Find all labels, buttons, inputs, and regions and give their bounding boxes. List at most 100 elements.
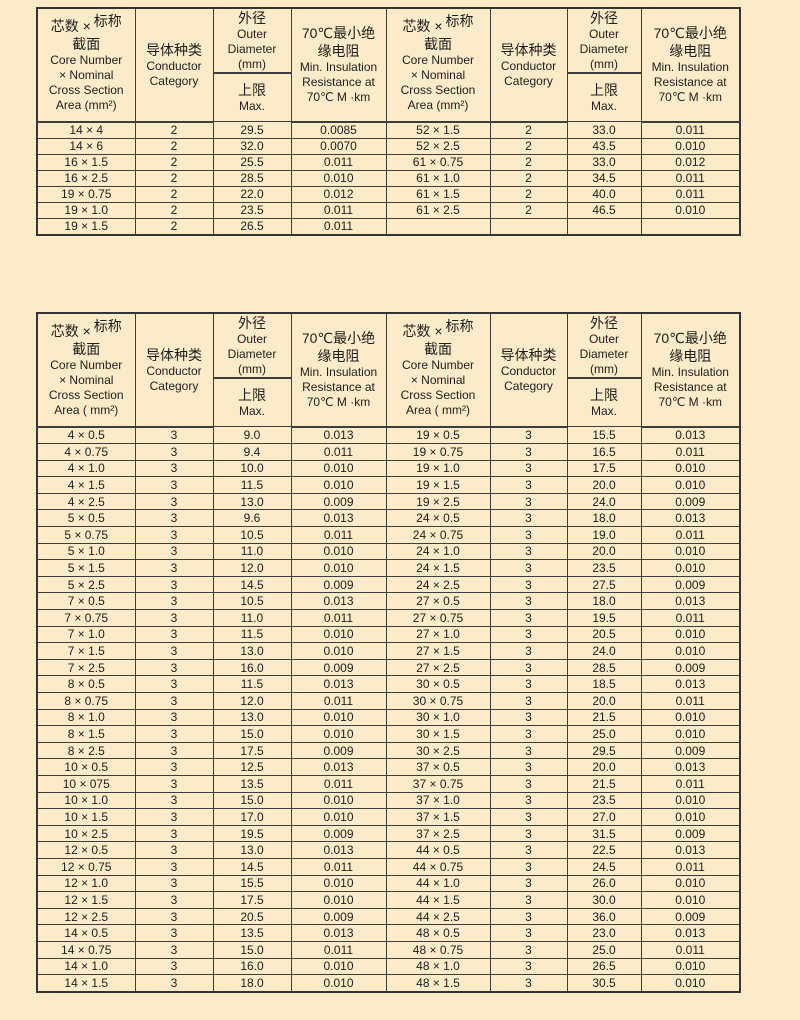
table-cell: 3 bbox=[489, 625, 568, 644]
table-cell: 28.5 bbox=[212, 169, 292, 187]
header-core-zh: 芯数 × 标称 bbox=[50, 317, 122, 339]
table-cell: 19 × 1.5 bbox=[36, 217, 136, 235]
table-cell: 0.011 bbox=[640, 609, 741, 627]
header-conductor-category-left: 导体种类 Conductor Category bbox=[134, 7, 214, 123]
table-cell: 0.011 bbox=[290, 692, 387, 710]
table-row: 8 × 0.75 3 12.0 0.011 30 × 0.75 3 20.0 0.011 bbox=[36, 692, 741, 710]
table-cell: 26.0 bbox=[566, 874, 642, 893]
table-cell: 3 bbox=[489, 741, 568, 760]
table-cell: 19.5 bbox=[566, 609, 642, 627]
table-cell: 21.5 bbox=[566, 774, 642, 793]
table-cell: 0.010 bbox=[290, 725, 387, 743]
table-cell: 30 × 1.0 bbox=[385, 708, 491, 727]
table-cell: 20.0 bbox=[566, 476, 642, 494]
spec-table-bottom: 芯数 × 标称 截面 Core Number × Nominal Cross Se… bbox=[36, 312, 741, 993]
table-cell: 27 × 2.5 bbox=[385, 658, 491, 677]
table-cell: 26.5 bbox=[212, 217, 292, 235]
table-cell: 25.0 bbox=[566, 725, 642, 743]
table-cell: 10.0 bbox=[212, 459, 292, 478]
table-cell: 3 bbox=[489, 658, 568, 677]
table-cell: 27 × 1.0 bbox=[385, 625, 491, 644]
table-cell: 18.0 bbox=[566, 592, 642, 611]
table-cell: 24.5 bbox=[566, 857, 642, 876]
table-cell: 0.010 bbox=[290, 891, 387, 909]
table-cell: 16 × 2.5 bbox=[36, 169, 136, 187]
table-cell: 37 × 1.5 bbox=[385, 808, 491, 826]
header-outer-diameter-left: 外径 Outer Diameter (mm) bbox=[212, 312, 292, 379]
table-cell: 30 × 1.5 bbox=[385, 725, 491, 743]
table-row: 7 × 2.5 3 16.0 0.009 27 × 2.5 3 28.5 0.009 bbox=[36, 658, 741, 677]
table-cell: 30 × 2.5 bbox=[385, 741, 491, 760]
table-cell: 33.0 bbox=[566, 121, 642, 139]
table-cell: 20.0 bbox=[566, 692, 642, 710]
table-cell: 31.5 bbox=[566, 824, 642, 843]
table-cell: 3 bbox=[489, 907, 568, 926]
table-cell: 33.0 bbox=[566, 153, 642, 171]
table-cell: 3 bbox=[134, 443, 214, 461]
table-cell: 3 bbox=[489, 924, 568, 942]
table-cell: 4 × 2.5 bbox=[36, 492, 136, 511]
table-cell: 23.5 bbox=[566, 791, 642, 810]
table-cell: 2 bbox=[134, 169, 214, 187]
table-cell: 3 bbox=[489, 559, 568, 577]
table-cell: 2 bbox=[134, 201, 214, 219]
table-row: 5 × 0.5 3 9.6 0.013 24 × 0.5 3 18.0 0.013 bbox=[36, 509, 741, 528]
header-conductor-category-right: 导体种类 Conductor Category bbox=[489, 312, 568, 428]
table-cell: 2 bbox=[489, 185, 568, 203]
table-cell: 32.0 bbox=[212, 137, 292, 155]
table-cell: 29.5 bbox=[566, 741, 642, 760]
header-conductor-category-left: 导体种类 Conductor Category bbox=[134, 312, 214, 428]
table-cell: 8 × 1.0 bbox=[36, 708, 136, 727]
table-row: 12 × 1.0 3 15.5 0.010 44 × 1.0 3 26.0 0.010 bbox=[36, 874, 741, 893]
table-row: 7 × 0.75 3 11.0 0.011 27 × 0.75 3 19.5 0.011 bbox=[36, 609, 741, 627]
table-cell: 0.009 bbox=[290, 741, 387, 760]
table-cell: 0.012 bbox=[290, 185, 387, 203]
table-cell: 0.010 bbox=[640, 625, 741, 644]
table-cell: 13.0 bbox=[212, 708, 292, 727]
table-row: 14 × 0.5 3 13.5 0.013 48 × 0.5 3 23.0 0.013 bbox=[36, 924, 741, 942]
table-cell: 3 bbox=[489, 592, 568, 611]
header-outer-diameter-right: 外径 Outer Diameter (mm) bbox=[566, 7, 642, 74]
table-cell: 20.0 bbox=[566, 758, 642, 776]
table-cell: 12 × 1.0 bbox=[36, 874, 136, 893]
table-cell: 10 × 2.5 bbox=[36, 824, 136, 843]
table-cell: 0.009 bbox=[640, 907, 741, 926]
table-cell: 46.5 bbox=[566, 201, 642, 219]
table-cell: 0.009 bbox=[290, 824, 387, 843]
table-cell: 0.013 bbox=[290, 425, 387, 445]
table-cell bbox=[640, 217, 741, 235]
table-cell: 0.010 bbox=[290, 874, 387, 893]
table-row: 8 × 0.5 3 11.5 0.013 30 × 0.5 3 18.5 0.013 bbox=[36, 675, 741, 693]
table-cell: 26.5 bbox=[566, 957, 642, 976]
table-cell: 3 bbox=[489, 526, 568, 544]
table-cell: 3 bbox=[134, 957, 214, 976]
table-cell: 14 × 0.75 bbox=[36, 940, 136, 959]
table-cell: 0.013 bbox=[290, 675, 387, 693]
table-cell: 25.0 bbox=[566, 940, 642, 959]
header-core-number-left: 芯数 × 标称 截面 Core Number × Nominal Cross Se… bbox=[36, 312, 136, 428]
table-row: 5 × 0.75 3 10.5 0.011 24 × 0.75 3 19.0 0.011 bbox=[36, 526, 741, 544]
table-cell: 0.013 bbox=[640, 592, 741, 611]
table-cell: 0.009 bbox=[640, 824, 741, 843]
table-cell: 3 bbox=[489, 874, 568, 893]
table-cell: 0.011 bbox=[640, 774, 741, 793]
table-cell: 37 × 2.5 bbox=[385, 824, 491, 843]
table-cell: 0.009 bbox=[290, 658, 387, 677]
table-cell: 7 × 2.5 bbox=[36, 658, 136, 677]
table-cell: 3 bbox=[489, 675, 568, 693]
table-cell: 19 × 0.5 bbox=[385, 425, 491, 445]
table-cell: 48 × 1.0 bbox=[385, 957, 491, 976]
table-cell: 0.010 bbox=[640, 725, 741, 743]
table-cell: 3 bbox=[489, 443, 568, 461]
header-insulation-resistance-right: 70℃最小绝 缘电阻 Min. Insulation Resistance at… bbox=[640, 312, 741, 428]
table-cell: 3 bbox=[489, 791, 568, 810]
table-cell: 3 bbox=[134, 642, 214, 660]
header-max-limit-right: 上限 Max. bbox=[566, 377, 642, 427]
table-cell: 15.0 bbox=[212, 940, 292, 959]
header-core-number-right: 芯数 × 标称 截面 Core Number × Nominal Cross Se… bbox=[385, 7, 491, 123]
table-cell: 0.011 bbox=[640, 121, 741, 139]
table-cell: 24 × 0.75 bbox=[385, 526, 491, 544]
table-row: 14 × 0.75 3 15.0 0.011 48 × 0.75 3 25.0 0.011 bbox=[36, 940, 741, 959]
table-cell: 3 bbox=[134, 526, 214, 544]
